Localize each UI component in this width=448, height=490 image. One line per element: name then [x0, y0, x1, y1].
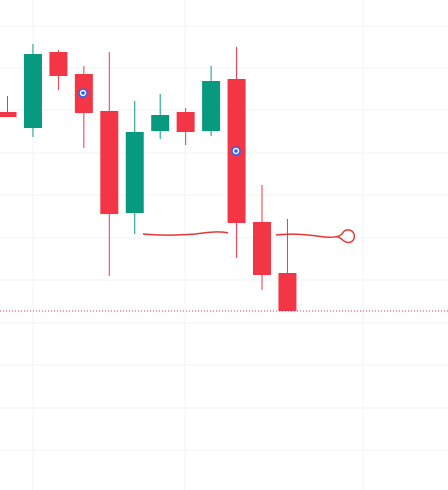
drawings	[78, 88, 356, 244]
candle-body	[100, 111, 119, 214]
marker	[234, 149, 238, 153]
drawn-line	[142, 231, 229, 236]
candle-body	[125, 132, 144, 213]
candle-body	[151, 115, 170, 131]
candle-body	[202, 81, 221, 131]
drawn-line	[275, 229, 356, 244]
candle-body	[176, 112, 195, 132]
candle-body	[0, 112, 17, 117]
candle-body	[23, 54, 42, 128]
candle-body	[253, 222, 271, 275]
candle-body	[49, 52, 68, 76]
candles	[0, 44, 448, 312]
candle-body	[278, 273, 297, 311]
marker	[81, 91, 85, 95]
